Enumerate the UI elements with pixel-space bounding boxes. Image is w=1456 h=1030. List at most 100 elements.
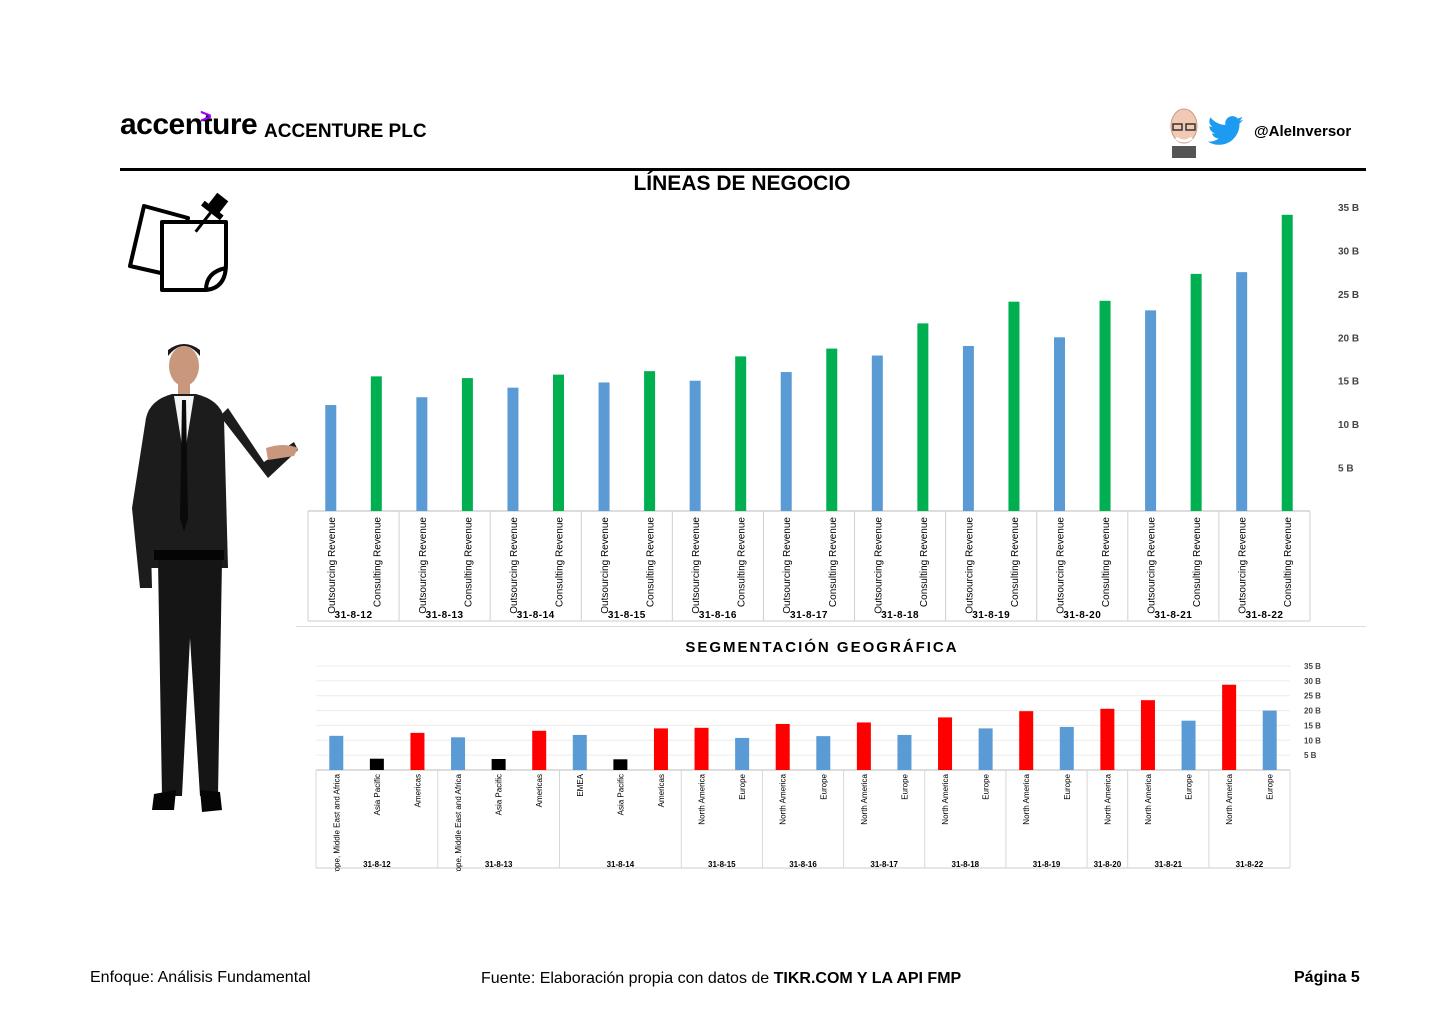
y-tick-label: 35 B	[1338, 203, 1359, 214]
footer-focus: Enfoque: Análisis Fundamental	[90, 969, 311, 986]
bar-region	[613, 759, 628, 770]
x-period-label: 31-8-14	[517, 610, 555, 621]
y-tick-label: 15 B	[1304, 721, 1321, 730]
x-period-label: 31-8-15	[608, 610, 646, 621]
bar-consulting	[644, 371, 656, 511]
bar-region	[816, 736, 831, 770]
bar-region	[1181, 720, 1196, 770]
x-period-label: 31-8-12	[363, 860, 391, 869]
y-tick-label: 5 B	[1304, 751, 1317, 760]
bar-region	[653, 728, 668, 770]
bar-outsourcing	[1236, 272, 1248, 511]
x-period-label: 31-8-21	[1154, 860, 1182, 869]
bar-region	[572, 734, 587, 770]
bar-outsourcing	[1145, 310, 1157, 511]
chart-separator	[296, 626, 1366, 627]
x-category-label: Outsourcing Revenue	[1056, 517, 1067, 614]
company-name: ACCENTURE PLC	[264, 121, 427, 142]
bar-region	[897, 734, 912, 770]
x-category-label: Outsourcing Revenue	[600, 517, 611, 614]
bar-consulting	[826, 348, 838, 511]
x-category-label: Consulting Revenue	[1101, 517, 1112, 607]
footer-page-number: Página 5	[1294, 969, 1360, 986]
x-category-label: Europe	[900, 773, 909, 799]
x-category-label: EMEA	[576, 773, 585, 796]
x-category-label: Consulting Revenue	[1010, 517, 1021, 607]
presenter-figure	[132, 344, 298, 812]
x-period-label: 31-8-12	[335, 610, 373, 621]
bar-outsourcing	[689, 380, 701, 511]
x-period-label: 31-8-17	[870, 860, 898, 869]
bar-outsourcing	[507, 387, 519, 511]
bar-outsourcing	[325, 405, 337, 511]
twitter-handle[interactable]: @AleInversor	[1254, 123, 1352, 140]
x-period-label: 31-8-20	[1063, 610, 1101, 621]
header-rule	[120, 168, 1366, 171]
bar-region	[694, 727, 709, 770]
twitter-bird-icon	[1208, 116, 1244, 145]
x-category-label: Europe	[1266, 773, 1275, 799]
footer-source-prefix: Fuente: Elaboración propia con datos de	[481, 970, 774, 987]
x-category-label: Asia Pacific	[495, 774, 504, 815]
y-tick-label: 30 B	[1304, 677, 1321, 686]
note-pin-icon	[128, 192, 229, 292]
x-category-label: North America	[1022, 773, 1031, 824]
bar-outsourcing	[962, 345, 974, 511]
x-period-label: 31-8-16	[699, 610, 737, 621]
x-category-label: Consulting Revenue	[1283, 517, 1294, 607]
bar-consulting	[553, 374, 564, 511]
x-category-label: Consulting Revenue	[919, 517, 930, 607]
x-category-label: Outsourcing Revenue	[1147, 517, 1158, 614]
x-category-label: Europe	[982, 773, 991, 799]
x-period-label: 31-8-20	[1094, 860, 1122, 869]
bar-region	[775, 723, 790, 770]
x-category-label: Outsourcing Revenue	[964, 517, 975, 614]
x-category-label: Europe	[1063, 773, 1072, 799]
bar-consulting	[1099, 300, 1111, 511]
bar-consulting	[1190, 273, 1202, 511]
chart-segmentacion-geografica: 5 B 10 B 15 B 20 B 25 B 30 B 35 B Europe, Middl…	[315, 662, 1321, 872]
y-tick-label: 15 B	[1338, 377, 1359, 388]
y-tick-label: 25 B	[1304, 692, 1321, 701]
x-period-label: 31-8-21	[1154, 610, 1192, 621]
bar-region	[978, 728, 993, 770]
x-period-label: 31-8-13	[426, 610, 464, 621]
x-period-label: 31-8-18	[881, 610, 919, 621]
bar-outsourcing	[1054, 337, 1065, 511]
bar-outsourcing	[871, 355, 883, 511]
bar-region	[1019, 711, 1034, 770]
bar-consulting	[1008, 301, 1020, 511]
x-category-label: Outsourcing Revenue	[327, 517, 338, 614]
y-tick-label: 35 B	[1304, 662, 1321, 671]
x-category-label: North America	[1225, 773, 1234, 824]
y-tick-label: 10 B	[1304, 736, 1321, 745]
bar-region	[491, 759, 506, 770]
x-category-label: Outsourcing Revenue	[509, 517, 520, 614]
y-tick-label: 10 B	[1338, 420, 1359, 431]
bar-region	[1100, 708, 1115, 770]
x-category-label: North America	[1103, 773, 1112, 824]
x-category-label: Outsourcing Revenue	[873, 517, 884, 614]
bar-region	[1140, 700, 1155, 770]
x-category-label: Europe	[819, 773, 828, 799]
x-category-label: Outsourcing Revenue	[1238, 517, 1249, 614]
x-category-label: Consulting Revenue	[372, 517, 383, 607]
bar-outsourcing	[598, 382, 610, 511]
x-category-label: Outsourcing Revenue	[782, 517, 793, 614]
x-period-label: 31-8-22	[1236, 860, 1264, 869]
avatar-icon	[1170, 108, 1198, 158]
bar-region	[1262, 710, 1277, 770]
chart-title-geografica: SEGMENTACIÓN GEOGRÁFICA	[685, 639, 959, 656]
x-category-label: Americas	[535, 774, 544, 807]
y-tick-label: 5 B	[1338, 464, 1354, 475]
x-category-label: Asia Pacific	[373, 774, 382, 815]
x-period-label: 31-8-22	[1245, 610, 1283, 621]
x-period-label: 31-8-15	[708, 860, 736, 869]
x-category-label: Outsourcing Revenue	[418, 517, 429, 614]
bar-region	[735, 737, 750, 770]
x-category-label: Consulting Revenue	[646, 517, 657, 607]
bar-consulting	[735, 356, 747, 511]
bar-outsourcing	[780, 372, 792, 511]
chart-lineas-de-negocio: 5 B 10 B 15 B 20 B 25 B 30 B 35 B Outsourcing R…	[307, 203, 1359, 622]
x-category-label: Outsourcing Revenue	[691, 517, 702, 614]
